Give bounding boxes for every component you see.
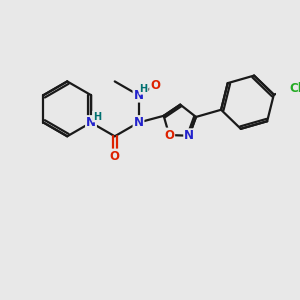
Text: N: N <box>134 116 143 129</box>
Text: N: N <box>184 129 194 142</box>
Text: O: O <box>164 128 174 142</box>
Text: H: H <box>140 84 148 94</box>
Text: O: O <box>110 149 120 163</box>
Text: H: H <box>93 112 101 122</box>
Text: N: N <box>86 116 96 129</box>
Text: N: N <box>134 88 143 102</box>
Text: Cl: Cl <box>290 82 300 95</box>
Text: O: O <box>150 79 160 92</box>
